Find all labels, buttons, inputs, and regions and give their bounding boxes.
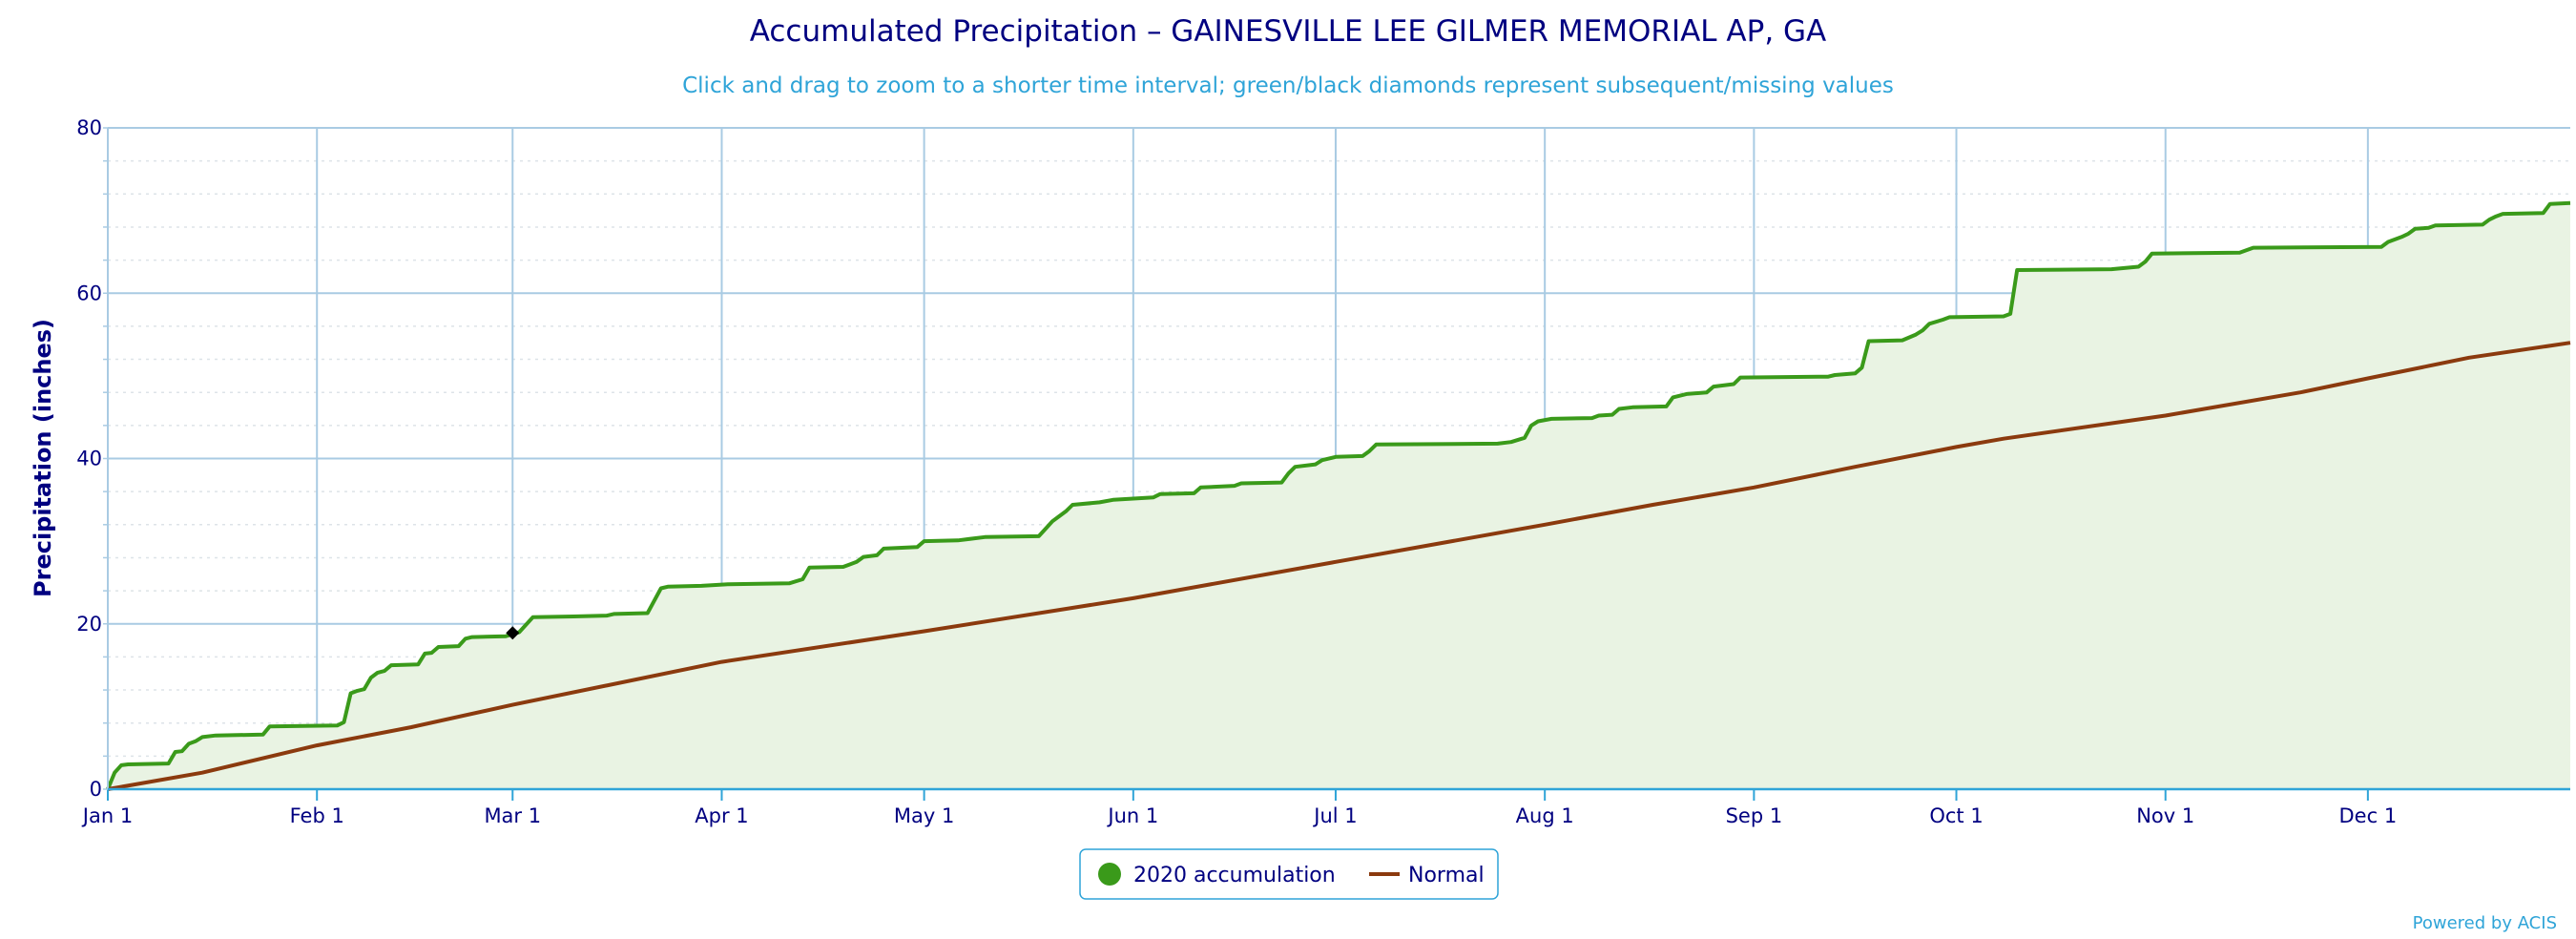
x-tick-label: Feb 1 <box>290 804 344 827</box>
accumulation-fill <box>108 202 2570 790</box>
y-tick-label: 40 <box>76 448 102 470</box>
x-tick-label: Sep 1 <box>1726 804 1783 827</box>
y-axis-label: Precipitation (inches) <box>30 319 56 597</box>
series-line-2020-accumulation[interactable] <box>106 200 2571 790</box>
chart-title: Accumulated Precipitation – GAINESVILLE … <box>750 14 1827 49</box>
accumulation-area <box>108 202 2570 790</box>
axes: 0 20 40 60 80 Jan 1 Feb 1 Mar 1 Apr 1 May 1 Jun 1 J… <box>76 116 2570 827</box>
y-tick-label: 0 <box>90 778 102 801</box>
x-tick-label: Dec 1 <box>2339 804 2398 827</box>
missing-value-diamond-icon[interactable] <box>506 626 520 640</box>
legend[interactable]: 2020 accumulation Normal <box>1079 848 1499 900</box>
series-line-normal[interactable] <box>107 341 2571 791</box>
y-tick-label: 80 <box>76 116 102 139</box>
markers <box>506 626 520 640</box>
x-tick-label: May 1 <box>894 804 954 827</box>
chart-subtitle: Click and drag to zoom to a shorter time… <box>682 73 1894 98</box>
legend-item-accumulation[interactable]: 2020 accumulation <box>1098 863 1336 887</box>
y-tick-label: 60 <box>76 282 102 304</box>
x-tick-label: Apr 1 <box>695 804 748 827</box>
y-tick-label: 20 <box>76 613 102 636</box>
x-tick-label: Mar 1 <box>484 804 541 827</box>
credit-link[interactable]: Powered by ACIS <box>2413 913 2557 933</box>
legend-label-accumulation: 2020 accumulation <box>1133 864 1336 887</box>
legend-label-normal: Normal <box>1408 864 1485 887</box>
x-tick-label: Aug 1 <box>1516 804 1574 827</box>
x-tick-label: Jun 1 <box>1106 804 1158 827</box>
x-tick-label: Nov 1 <box>2136 804 2194 827</box>
x-tick-label: Jul 1 <box>1312 804 1357 827</box>
legend-box <box>1079 848 1499 900</box>
series-lines <box>106 200 2571 791</box>
x-tick-label: Oct 1 <box>1929 804 1983 827</box>
legend-circle-icon <box>1098 863 1121 886</box>
x-tick-label: Jan 1 <box>81 804 133 827</box>
legend-item-normal[interactable]: Normal <box>1369 864 1485 887</box>
